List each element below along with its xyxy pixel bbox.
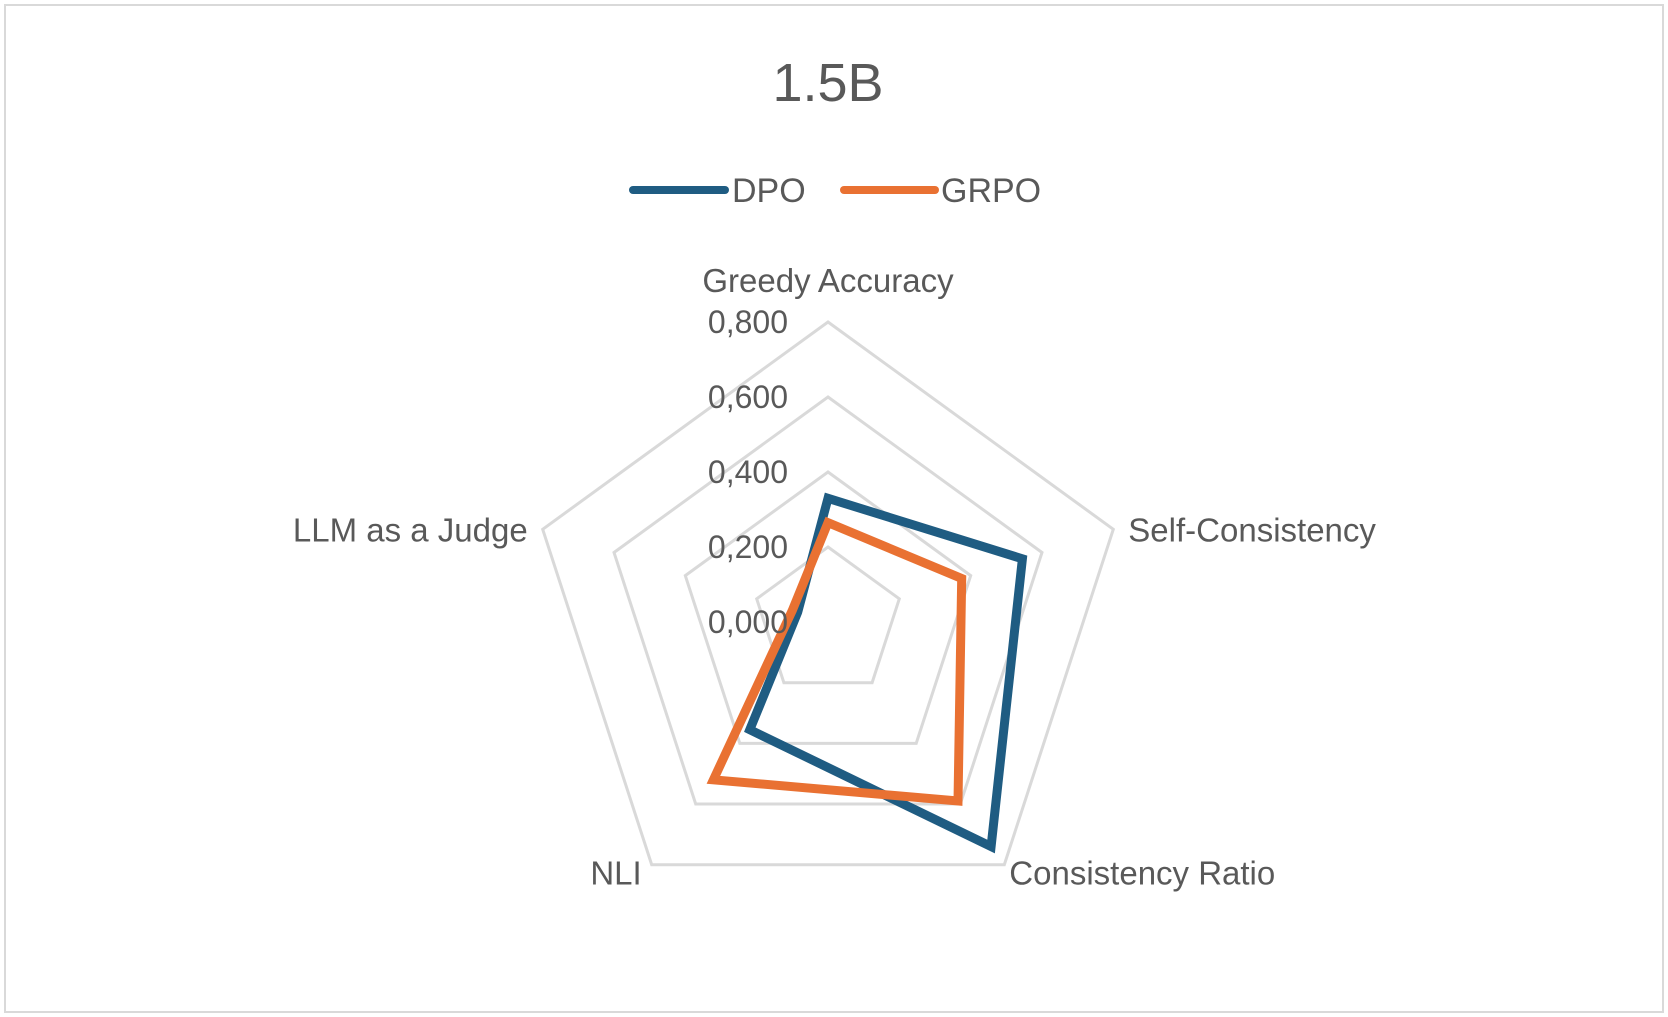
tick-label: 0,000	[708, 604, 788, 640]
grid-ring	[754, 545, 902, 685]
tick-label: 0,400	[708, 454, 788, 490]
category-labels: Greedy Accuracy Self-Consistency Consisten…	[293, 262, 1377, 892]
tick-label: 0,800	[708, 304, 788, 340]
series-line-grpo	[706, 516, 967, 806]
grid-ring	[683, 470, 973, 745]
grid-ring	[540, 320, 1116, 867]
radar-chart: 1.5B DPO GRPO 0,0000,2000,4000,6000,800 …	[293, 53, 1377, 892]
radar-grid	[540, 320, 1116, 867]
grid-ring	[612, 395, 1044, 806]
chart-frame: 1.5B DPO GRPO 0,000 0,200 0,400 0,600 0,800 …	[4, 4, 1664, 1013]
category-label: NLI	[590, 855, 641, 892]
category-label: Consistency Ratio	[1009, 855, 1275, 892]
tick-labels: 0,000 0,200 0,400 0,600 0,800	[708, 304, 788, 640]
tick-label: 0,600	[708, 379, 788, 415]
series-layer	[706, 492, 1028, 854]
legend-item-dpo: DPO	[629, 172, 806, 210]
category-label: Self-Consistency	[1128, 511, 1376, 548]
chart-title: 1.5B	[772, 53, 883, 113]
category-label: Greedy Accuracy	[702, 262, 954, 299]
tick-label: 0,200	[708, 529, 788, 565]
category-label: LLM as a Judge	[293, 511, 528, 548]
legend-label-dpo: DPO	[732, 172, 806, 210]
legend: DPO GRPO	[629, 172, 1041, 210]
legend-label-grpo: GRPO	[941, 172, 1041, 210]
legend-item-grpo: GRPO	[840, 172, 1041, 210]
